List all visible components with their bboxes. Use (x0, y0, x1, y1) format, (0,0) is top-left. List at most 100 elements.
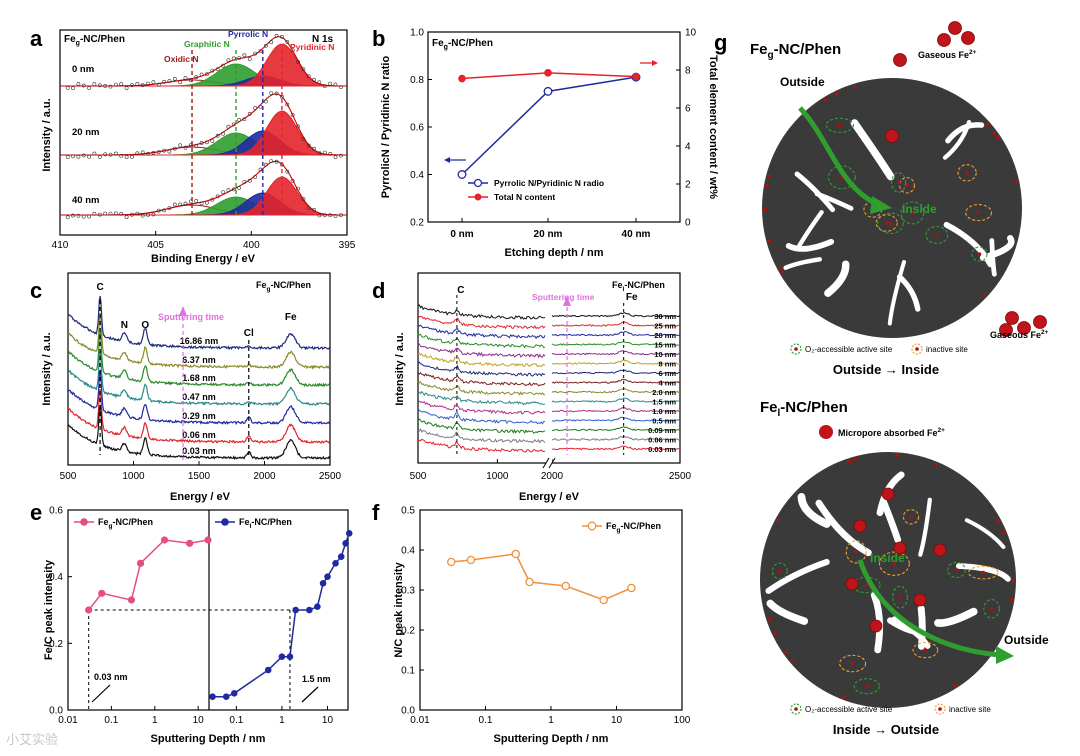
data-point-a (172, 76, 177, 81)
spectrum-d-left-12 (417, 418, 546, 435)
pore-channel (918, 497, 932, 557)
pore-channel (785, 238, 835, 252)
data-point-a (167, 149, 172, 154)
legend-active-icon-top (790, 343, 802, 355)
data-point-a (312, 146, 317, 151)
spectrum-d-left-2 (417, 324, 546, 340)
data-point-a (290, 48, 295, 53)
pore-channel (824, 260, 850, 297)
spectrum-d-left-11 (417, 409, 546, 425)
xtick-label-e-left-2: 1 (152, 715, 158, 726)
series-label-d-1: 25 nm (654, 322, 676, 331)
data-point-a (76, 213, 81, 218)
series-label-c-2: 1.68 nm (182, 373, 216, 383)
legend-b: Pyrrolic N/Pyridinic N radio Total N con… (468, 178, 604, 202)
fe-site (884, 221, 889, 225)
point-f-0 (447, 557, 456, 567)
data-point-a (146, 151, 150, 156)
data-point-a (301, 137, 306, 141)
caption-top: Outside → Inside (833, 362, 939, 377)
data-point-a (333, 155, 338, 160)
pore-channel (955, 563, 1011, 582)
spectrum-d-right-7 (551, 378, 681, 384)
spectrum-d-right-13 (552, 435, 681, 441)
spectrum-d-left-5 (417, 352, 546, 368)
edge-fe-site (895, 453, 899, 458)
gaseous-fe-ion-5 (1005, 311, 1019, 325)
edge-fe-site (773, 631, 777, 636)
data-point-a (135, 151, 140, 156)
series-label-d-9: 1.5 nm (652, 398, 676, 407)
edge-fe-site (767, 617, 772, 621)
data-point-a (178, 80, 183, 85)
edge-fe-site (767, 239, 772, 243)
gaseous-fe-ion-6 (1017, 321, 1031, 335)
edge-fe-site (982, 293, 987, 297)
data-point-a (328, 151, 333, 156)
legend-label-ratio: Pyrrolic N/Pyridinic N radio (494, 178, 604, 188)
panel-letter-f: f (372, 500, 380, 525)
inactive-site (912, 641, 939, 659)
data-point-a (306, 143, 311, 148)
absorbed-fe-ion-4 (933, 543, 947, 557)
edge-fe-site (842, 695, 846, 699)
data-point-a (114, 82, 118, 87)
ytick-label-b-1: 0.4 (410, 170, 424, 181)
inactive-site (845, 540, 867, 564)
data-point-a (119, 211, 124, 216)
fe-site (850, 661, 855, 666)
data-point-a (87, 154, 92, 159)
active-site (825, 117, 854, 133)
depth-label-0: 0 nm (72, 64, 94, 75)
xtick-label-b-0: 0 nm (450, 229, 473, 240)
axis-break-line-d-1 (548, 457, 556, 469)
pore-channel (943, 221, 994, 268)
xlabel-a: Binding Energy / eV (151, 253, 256, 265)
legend-active-bottom: O₂-accessible active site (805, 705, 893, 714)
data-point-a (221, 131, 225, 136)
data-point-a (156, 82, 161, 87)
fe-site (977, 252, 982, 256)
data-point-a (204, 140, 209, 145)
peak-label-c-4: Fe (285, 312, 297, 323)
series-label-d-14: 0.03 nm (648, 445, 676, 454)
gaseous-label-top: Gaseous Fe2+ (918, 49, 977, 60)
data-point-a (226, 58, 231, 63)
data-point-a (178, 143, 183, 148)
panel-letter-b: b (372, 26, 385, 51)
data-point-a (263, 99, 268, 104)
point-b-total-1 (544, 69, 552, 77)
panel-f: f N/C peak intensity Sputtering Depth / … (372, 500, 691, 745)
edge-fe-site (986, 122, 990, 127)
sputter-arrowhead-c (179, 306, 187, 316)
plot-frame-f (419, 509, 683, 711)
y2tick-label-b-0: 0 (685, 218, 691, 229)
data-point-a (312, 77, 317, 82)
series-label-d-4: 10 nm (654, 350, 676, 359)
data-point-a (242, 180, 247, 184)
data-point-a (140, 150, 145, 155)
xlabel-b: Etching depth / nm (505, 247, 604, 259)
point-e-l-9 (319, 580, 327, 587)
panel-letter-a: a (30, 26, 43, 51)
data-point-a (215, 194, 220, 199)
inactive-site (899, 177, 915, 194)
fe-site (976, 210, 981, 215)
legend-active-dot-bottom (794, 707, 798, 711)
point-e-g-5 (186, 539, 194, 547)
watermark: 小艾实验 (6, 732, 58, 747)
spectrum-d-left-4 (418, 343, 546, 359)
data-point-a (172, 146, 177, 151)
data-point-a (92, 211, 97, 216)
data-point-a (81, 83, 86, 88)
data-point-a (140, 83, 145, 88)
data-point-a (114, 151, 118, 156)
series-e (85, 530, 353, 710)
series-label-d-2: 20 nm (654, 331, 676, 340)
sputter-arrowhead-d (563, 296, 571, 306)
spectrum-d-right-0 (551, 312, 681, 318)
inactive-site (875, 214, 898, 232)
inside-label-bottom: Inside (870, 551, 905, 565)
xtick-label-d-0: 500 (410, 471, 427, 482)
